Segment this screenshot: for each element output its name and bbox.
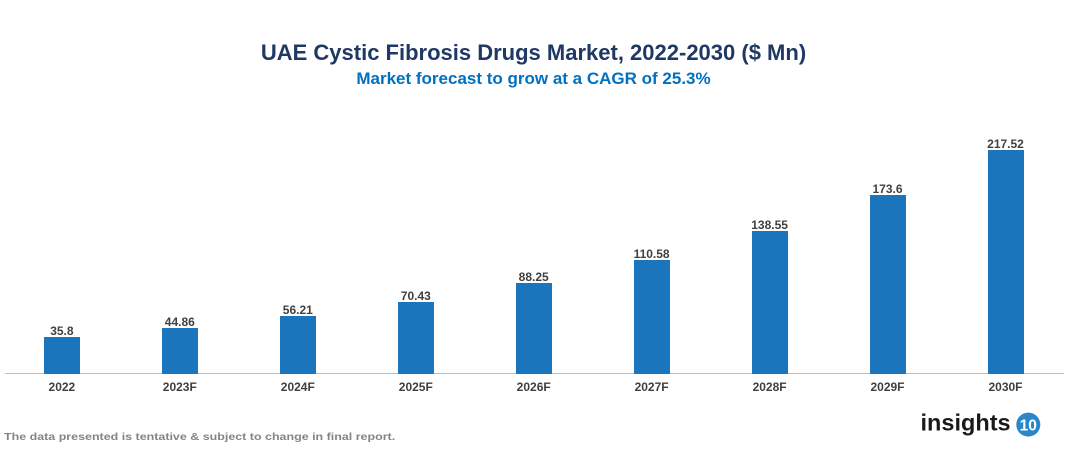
svg-text:10: 10	[1020, 417, 1037, 434]
svg-text:insights: insights	[921, 409, 1011, 435]
